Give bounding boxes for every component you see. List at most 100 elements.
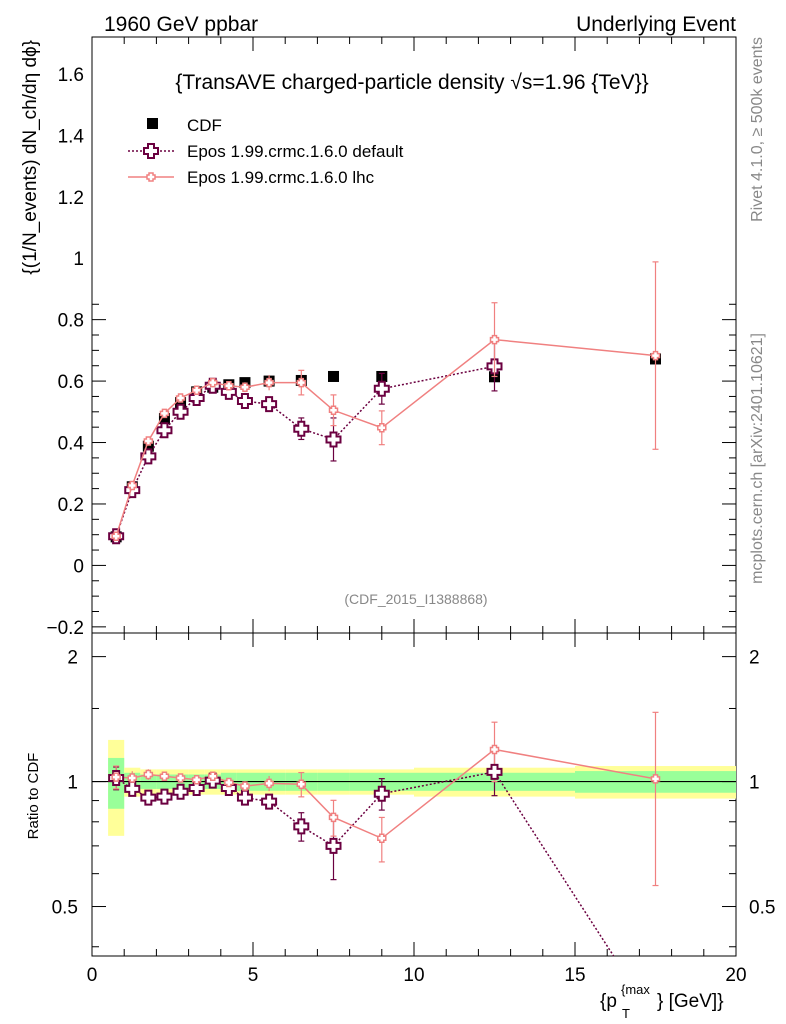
y-tick-label: 1.2 [58, 188, 84, 209]
marker-lhc [328, 812, 339, 823]
data-point-cdf [158, 413, 170, 425]
marker-default [188, 389, 205, 406]
x-tick-label: 5 [248, 965, 259, 986]
mcplots-label: mcplots.cern.ch [arXiv:2401.10621] [749, 333, 766, 584]
x-axis-label-sub: T [622, 1006, 630, 1021]
y-tick-label: 1.6 [58, 65, 84, 86]
y-tick-label: 0.6 [58, 372, 84, 393]
marker-default [220, 383, 237, 400]
marker-lhc [224, 777, 234, 788]
axis-ticks: 0 5 10 15 20 −0.2 0 0.2 0.4 0.6 0.8 1 1.2 1.4 1.6 0.5 0.… [46, 37, 775, 986]
marker-default [325, 837, 342, 854]
marker-lhc [377, 423, 387, 433]
marker-default [261, 396, 278, 413]
marker-default [325, 431, 342, 448]
marker-default [236, 789, 253, 806]
marker-default [373, 785, 390, 802]
marker-lhc [111, 772, 121, 782]
legend-marker-cdf [147, 118, 158, 129]
ratio-y-axis-label: Ratio to CDF [25, 753, 42, 840]
marker-lhc [224, 380, 234, 391]
y-tick-label: 1.4 [58, 126, 85, 147]
marker-default [172, 783, 189, 800]
legend: CDF Epos 1.99.crmc.1.6.0 default Epos 1.… [128, 116, 404, 187]
ratio-y-tick-label-right: 2 [749, 648, 760, 669]
legend-marker-lhc [146, 172, 156, 182]
series-line-default [115, 365, 495, 537]
ratio-y-tick-label-right: 1 [749, 773, 760, 794]
ratio-series-layer [108, 711, 661, 957]
ratio-y-tick-label-right: 0.5 [749, 898, 775, 919]
marker-lhc [191, 775, 202, 785]
marker-lhc [240, 382, 250, 392]
analysis-id: (CDF_2015_I1388868) [344, 591, 487, 607]
legend-label-cdf: CDF [187, 116, 222, 135]
chart-title: {TransAVE charged-particle density √s=1.… [175, 71, 648, 94]
marker-default [236, 393, 253, 410]
rivet-label: Rivet 4.1.0, ≥ 500k events [749, 37, 766, 222]
marker-lhc [143, 769, 154, 780]
marker-lhc [296, 377, 307, 388]
marker-lhc [296, 779, 307, 790]
ratio-uncertainty-bands [92, 739, 736, 836]
marker-lhc [377, 833, 387, 844]
x-tick-label: 20 [725, 965, 746, 986]
marker-lhc [175, 393, 186, 403]
marker-lhc [159, 771, 170, 781]
x-axis-label-sup: {max [621, 982, 650, 997]
y-tick-label: 0.2 [58, 495, 84, 516]
marker-default [373, 380, 390, 397]
marker-lhc [208, 377, 218, 388]
x-tick-label: 10 [403, 965, 424, 986]
ratio-y-tick-label: 1 [67, 773, 78, 794]
y-tick-label: 1 [73, 249, 84, 270]
y-tick-label: 0 [73, 556, 84, 577]
marker-default [124, 780, 141, 797]
marker-lhc [143, 436, 154, 446]
marker-lhc [111, 531, 121, 541]
legend-label-lhc: Epos 1.99.crmc.1.6.0 lhc [187, 168, 375, 187]
header-right: Underlying Event [576, 13, 736, 36]
marker-default [293, 818, 310, 835]
series-layer [108, 261, 661, 545]
marker-lhc [650, 350, 661, 361]
y-axis-label: {(1/N_events) dN_ch/dη dϕ} [20, 40, 41, 275]
marker-default [140, 448, 157, 465]
y-tick-label: −0.2 [46, 618, 84, 639]
marker-lhc [489, 334, 500, 345]
marker-default [172, 403, 189, 420]
marker-default [156, 788, 173, 805]
legend-label-default: Epos 1.99.crmc.1.6.0 default [187, 142, 404, 161]
ratio-line-default [115, 771, 615, 957]
x-tick-label: 0 [87, 965, 98, 986]
y-tick-label: 0.4 [58, 434, 85, 455]
marker-default [140, 789, 157, 806]
marker-lhc [208, 771, 218, 781]
x-axis-label: {p T {max } [GeV]} [600, 982, 724, 1021]
series-line-lhc [115, 338, 656, 537]
marker-lhc [127, 773, 137, 783]
ratio-y-tick-label: 2 [67, 648, 78, 669]
marker-lhc [328, 405, 339, 416]
marker-lhc [264, 377, 274, 388]
x-axis-label-main: {p [600, 991, 617, 1012]
x-tick-label: 15 [564, 965, 585, 986]
y-tick-label: 0.8 [58, 311, 84, 332]
marker-default [261, 793, 278, 810]
marker-lhc [159, 408, 170, 419]
marker-lhc [489, 744, 500, 755]
marker-default [486, 763, 503, 780]
header-left: 1960 GeV ppbar [104, 13, 258, 36]
marker-lhc [650, 774, 661, 784]
x-axis-label-tail: } [GeV]} [657, 991, 724, 1012]
ratio-y-tick-label: 0.5 [52, 898, 78, 919]
marker-default [293, 420, 310, 437]
marker-default [188, 779, 205, 796]
marker-lhc [175, 773, 186, 783]
marker-lhc [127, 480, 137, 491]
marker-lhc [264, 778, 274, 789]
data-point-cdf [142, 440, 154, 452]
legend-marker-default [143, 143, 159, 159]
marker-default [156, 422, 173, 439]
